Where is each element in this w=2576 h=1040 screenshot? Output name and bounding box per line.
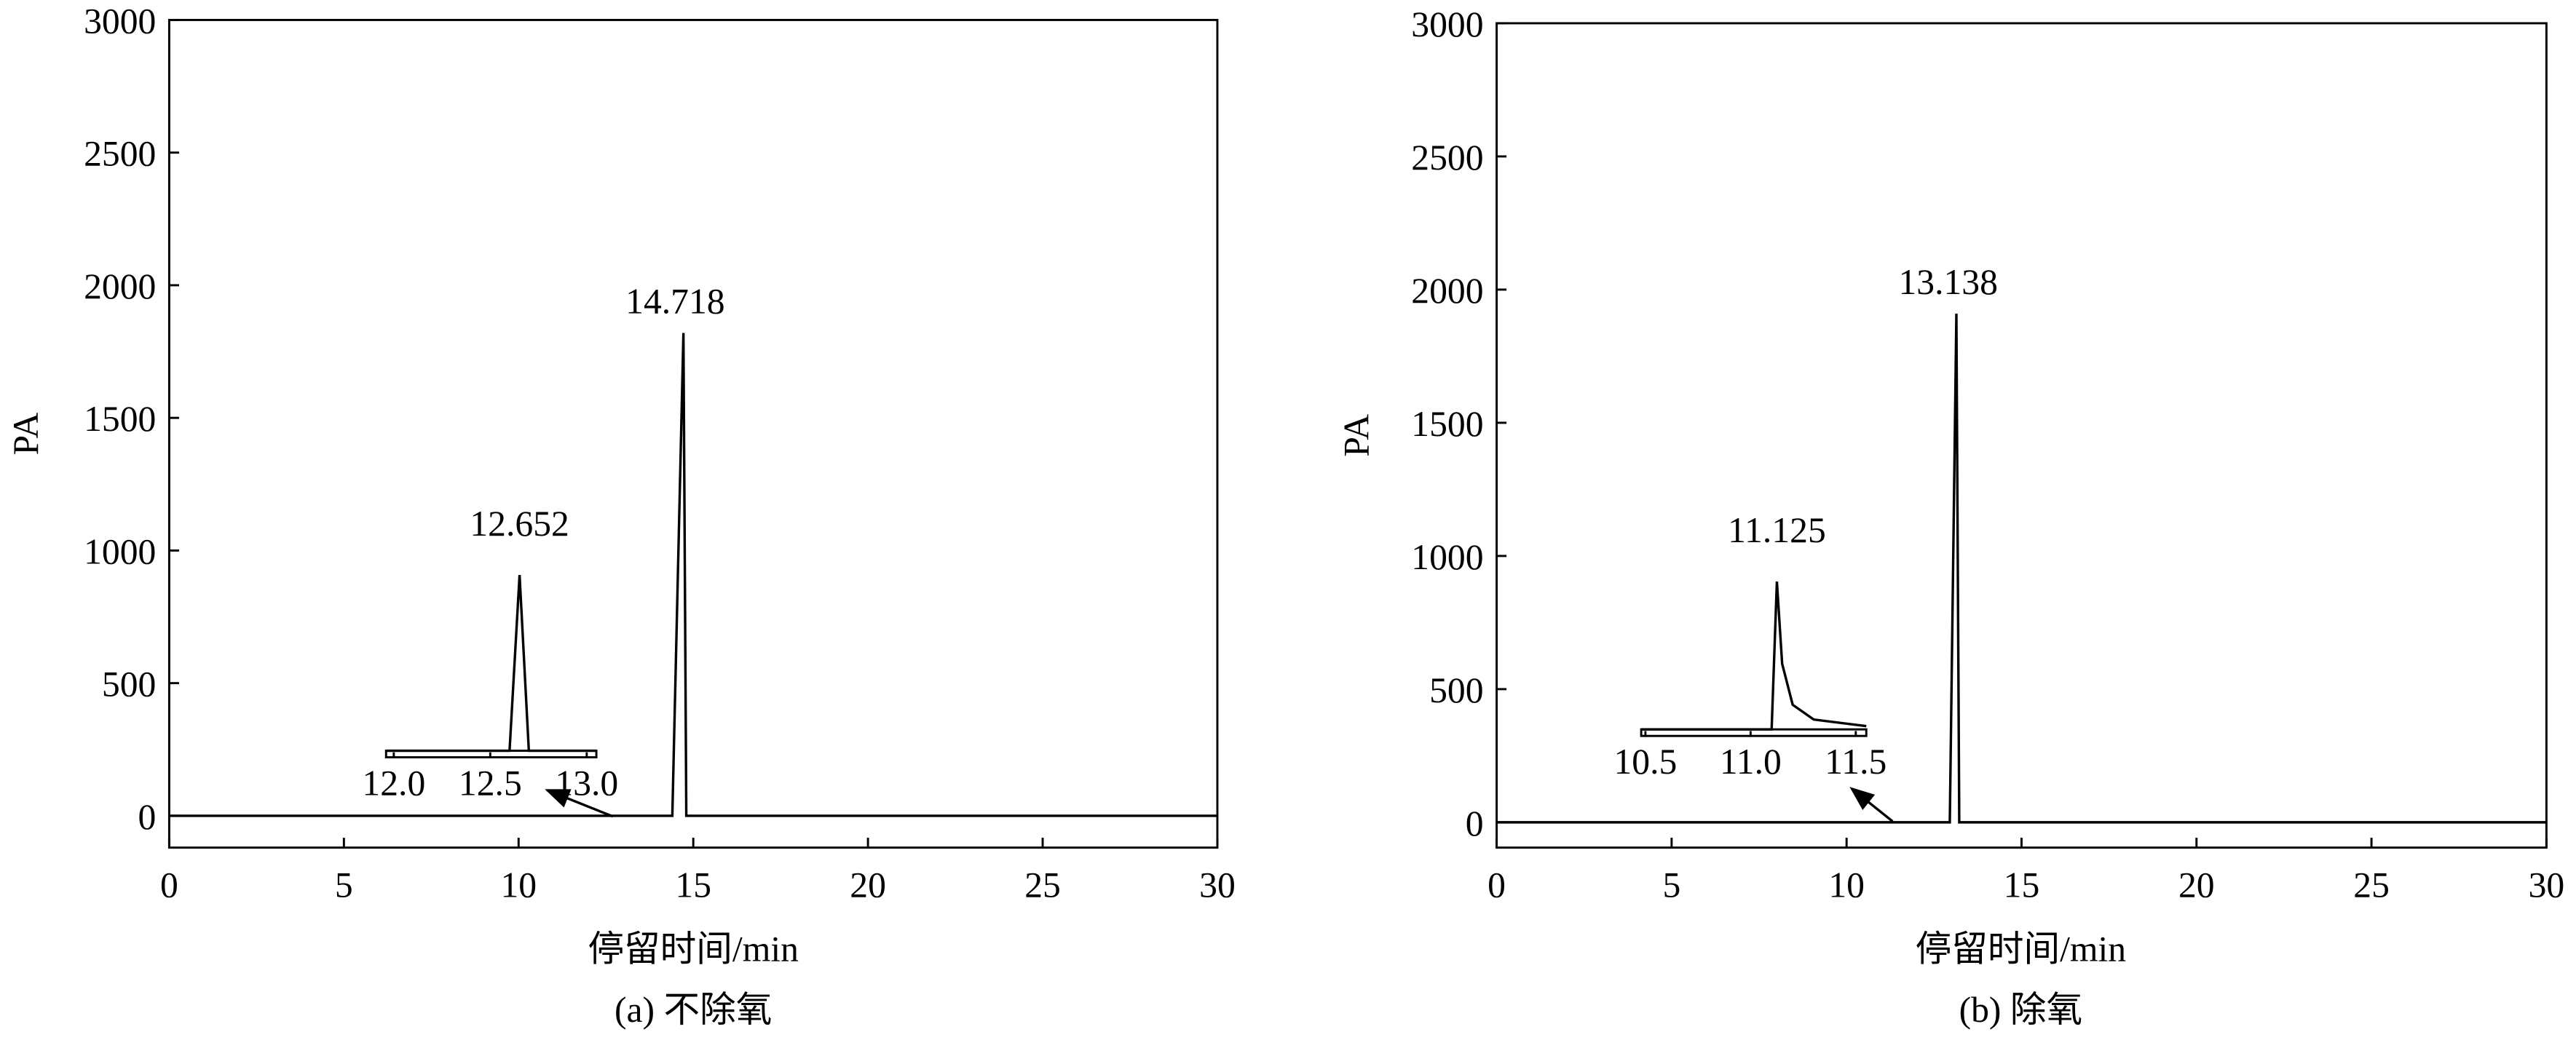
inset-tick-label: 11.5 <box>1825 742 1886 782</box>
x-tick-label: 10 <box>1828 865 1865 905</box>
x-tick-label: 5 <box>335 865 353 905</box>
inset-peak-label: 12.652 <box>470 504 569 544</box>
series-line <box>1496 313 2547 824</box>
y-tick-label: 1500 <box>84 399 156 439</box>
series-line <box>169 333 1217 817</box>
x-axis-label: 停留时间/min <box>588 929 799 969</box>
y-axis-label: PA <box>1337 414 1377 457</box>
y-tick-label: 3000 <box>1411 4 1483 44</box>
inset-peak-label: 11.125 <box>1728 510 1826 550</box>
y-tick-label: 0 <box>138 797 157 837</box>
y-tick-label: 500 <box>102 664 156 704</box>
x-tick-label: 10 <box>500 865 537 905</box>
y-tick-label: 2500 <box>1411 138 1483 178</box>
x-tick-label: 0 <box>160 865 178 905</box>
inset-tick-label: 12.0 <box>362 763 425 803</box>
y-tick-label: 1500 <box>1411 404 1483 444</box>
x-tick-label: 30 <box>2529 865 2565 905</box>
inset-tick-label: 10.5 <box>1613 742 1677 782</box>
x-tick-label: 15 <box>675 865 711 905</box>
plot-frame <box>1496 22 2548 849</box>
peak-label: 14.718 <box>625 281 724 321</box>
y-tick-label: 2000 <box>84 266 156 306</box>
inset-tick-label: 11.0 <box>1720 742 1782 782</box>
y-tick-label: 1000 <box>84 531 156 571</box>
peak-label: 13.138 <box>1898 262 1997 302</box>
inset-line <box>386 574 597 753</box>
y-tick-label: 1000 <box>1411 537 1483 577</box>
inset-tick-label: 12.5 <box>459 763 522 803</box>
y-tick-label: 2500 <box>84 134 156 174</box>
x-tick-label: 5 <box>1662 865 1680 905</box>
x-tick-label: 0 <box>1487 865 1506 905</box>
y-tick-label: 0 <box>1466 803 1484 843</box>
chart-title: (a) 不除氧 <box>615 990 772 1030</box>
x-tick-label: 30 <box>1199 865 1236 905</box>
x-tick-label: 20 <box>850 865 886 905</box>
x-tick-label: 20 <box>2178 865 2215 905</box>
chart-title: (b) 除氧 <box>1959 990 2083 1030</box>
y-tick-label: 3000 <box>84 1 156 41</box>
y-axis-label: PA <box>6 412 46 455</box>
plot-frame <box>167 18 1219 849</box>
inset-arrow <box>1849 787 1894 822</box>
x-tick-label: 25 <box>2353 865 2390 905</box>
inset-arrow <box>545 789 614 818</box>
x-tick-label: 25 <box>1024 865 1061 905</box>
x-axis-label: 停留时间/min <box>1916 929 2127 969</box>
y-tick-label: 500 <box>1429 670 1483 710</box>
x-tick-label: 15 <box>2004 865 2040 905</box>
y-tick-label: 2000 <box>1411 271 1483 311</box>
inset-line <box>1641 581 1867 731</box>
